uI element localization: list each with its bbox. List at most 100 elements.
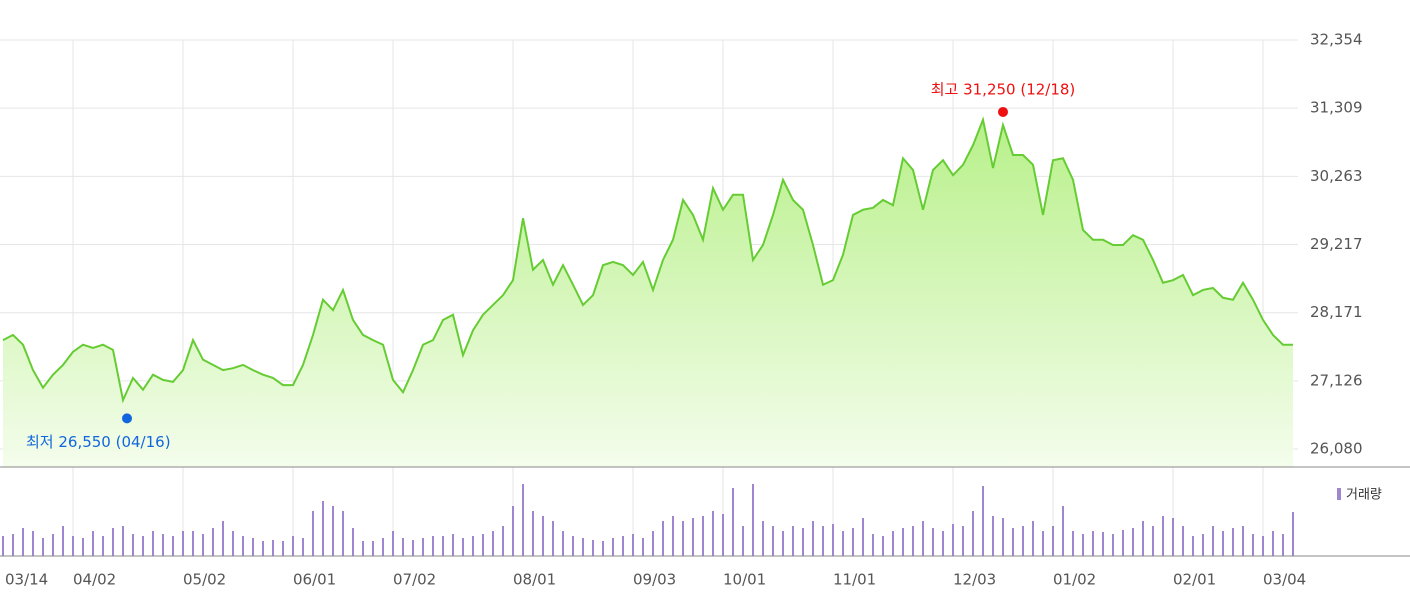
volume-bar: [212, 528, 214, 556]
volume-bar: [762, 521, 764, 556]
volume-bar: [22, 528, 24, 556]
volume-bar: [902, 528, 904, 556]
volume-bar: [372, 541, 374, 556]
volume-bar: [1092, 531, 1094, 556]
volume-bar: [562, 531, 564, 556]
volume-bar: [502, 526, 504, 556]
volume-bar: [12, 534, 14, 556]
volume-bar: [262, 541, 264, 556]
x-tick-label: 11/01: [833, 571, 876, 589]
volume-bar: [572, 536, 574, 556]
volume-bar: [952, 524, 954, 556]
volume-bar: [962, 526, 964, 556]
volume-bar: [752, 484, 754, 556]
volume-bar: [202, 534, 204, 556]
x-tick-label: 02/01: [1173, 571, 1216, 589]
volume-bar: [52, 534, 54, 556]
volume-bar: [622, 536, 624, 556]
volume-bar: [722, 514, 724, 556]
volume-bar: [922, 521, 924, 556]
volume-bar: [1232, 528, 1234, 556]
volume-bar: [182, 531, 184, 556]
volume-bar: [522, 484, 524, 556]
volume-bar: [692, 518, 694, 556]
volume-bar: [882, 536, 884, 556]
volume-bar: [772, 526, 774, 556]
price-area: [3, 119, 1293, 468]
volume-bar: [1142, 521, 1144, 556]
volume-bar: [802, 528, 804, 556]
volume-bar: [652, 531, 654, 556]
volume-bar: [452, 534, 454, 556]
volume-bar: [662, 521, 664, 556]
volume-bar: [1172, 518, 1174, 556]
x-tick-label: 04/02: [73, 571, 116, 589]
volume-bar: [102, 536, 104, 556]
volume-bar: [532, 511, 534, 556]
volume-bar: [332, 506, 334, 556]
volume-bar: [62, 526, 64, 556]
volume-bar: [1222, 531, 1224, 556]
volume-bar: [602, 541, 604, 556]
y-tick-label: 31,309: [1310, 99, 1363, 117]
volume-bar: [792, 526, 794, 556]
high-label: 최고 31,250 (12/18): [931, 80, 1076, 98]
volume-bar: [1072, 531, 1074, 556]
y-tick-label: 32,354: [1310, 31, 1363, 49]
volume-bar: [172, 536, 174, 556]
volume-bar: [2, 536, 4, 556]
volume-bar: [272, 540, 274, 556]
high-marker: [998, 106, 1008, 117]
volume-bar: [152, 531, 154, 556]
volume-bar: [812, 521, 814, 556]
volume-bar: [112, 528, 114, 556]
volume-legend: 거래량: [1346, 488, 1382, 503]
volume-bar: [782, 531, 784, 556]
volume-bar: [322, 501, 324, 556]
volume-bar: [432, 536, 434, 556]
volume-bar: [442, 536, 444, 556]
volume-bar: [222, 521, 224, 556]
volume-bar: [422, 538, 424, 556]
volume-bar: [492, 531, 494, 556]
volume-bar: [542, 516, 544, 556]
x-tick-label: 07/02: [393, 571, 436, 589]
low-marker: [122, 413, 132, 424]
x-tick-label: 06/01: [293, 571, 336, 589]
y-tick-label: 27,126: [1310, 371, 1363, 389]
volume-legend-swatch: [1337, 488, 1341, 500]
volume-bar: [1252, 534, 1254, 556]
volume-bar: [1182, 526, 1184, 556]
volume-bar: [872, 534, 874, 556]
volume-bar: [742, 526, 744, 556]
volume-bar: [72, 536, 74, 556]
volume-bar: [892, 531, 894, 556]
x-tick-label: 10/01: [723, 571, 766, 589]
volume-bar: [1052, 526, 1054, 556]
volume-bar: [472, 536, 474, 556]
volume-bar: [822, 526, 824, 556]
volume-bar: [702, 516, 704, 556]
volume-bar: [312, 511, 314, 556]
volume-bar: [582, 538, 584, 556]
x-tick-label: 12/03: [953, 571, 996, 589]
y-tick-label: 26,080: [1310, 440, 1363, 458]
y-tick-label: 29,217: [1310, 235, 1363, 253]
volume-bar: [462, 538, 464, 556]
volume-bar: [362, 541, 364, 556]
volume-bar: [942, 531, 944, 556]
volume-bar: [912, 526, 914, 556]
volume-bar: [552, 521, 554, 556]
volume-bar: [592, 540, 594, 556]
volume-bar: [672, 516, 674, 556]
volume-bar: [132, 534, 134, 556]
volume-bar: [342, 511, 344, 556]
x-tick-label: 05/02: [183, 571, 226, 589]
volume-bar: [482, 534, 484, 556]
volume-bar: [402, 538, 404, 556]
volume-bar: [42, 538, 44, 556]
volume-bar: [162, 534, 164, 556]
volume-bar: [1152, 526, 1154, 556]
volume-bar: [1132, 528, 1134, 556]
